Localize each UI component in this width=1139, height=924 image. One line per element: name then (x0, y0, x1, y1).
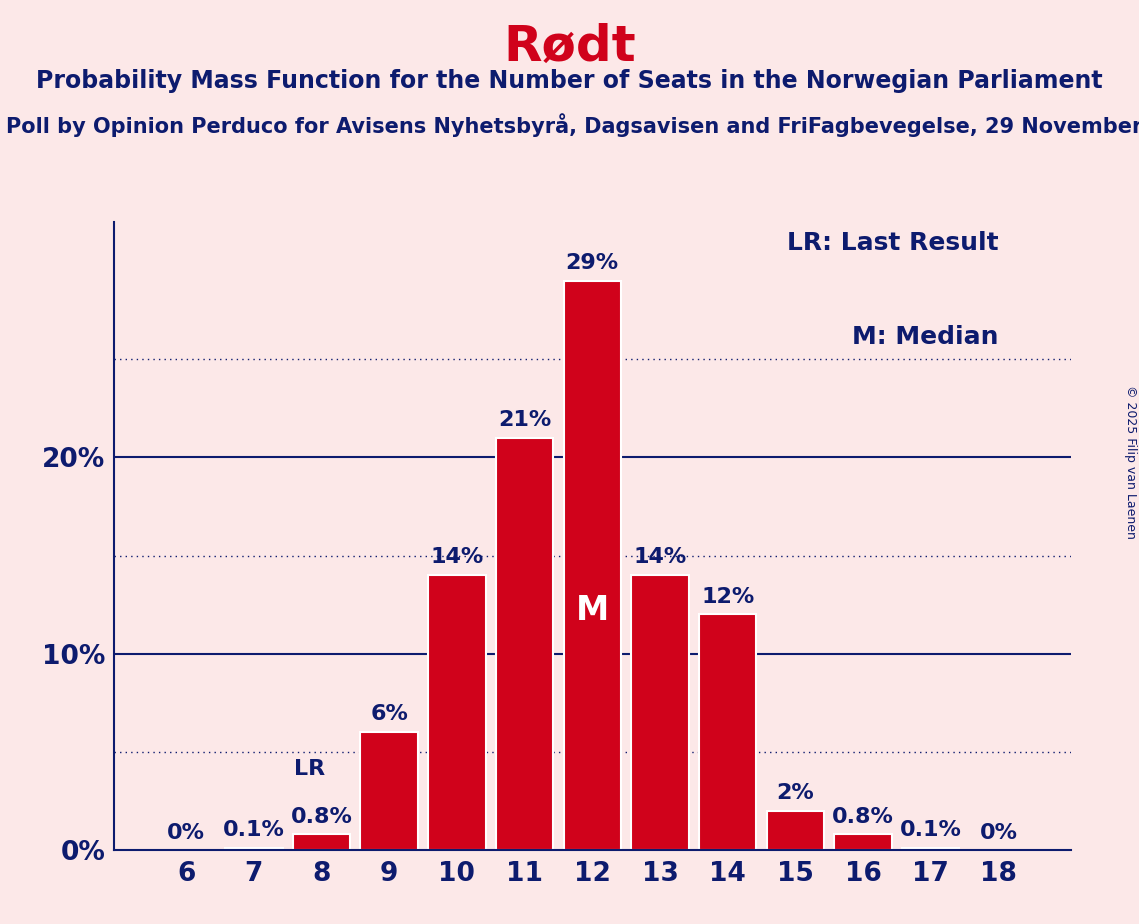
Bar (631, 575, 689, 850)
Text: 0.1%: 0.1% (900, 821, 961, 840)
Text: 0.8%: 0.8% (833, 807, 894, 826)
Text: 14%: 14% (431, 547, 484, 567)
Text: LR: Last Result: LR: Last Result (787, 231, 999, 255)
Bar (226, 848, 282, 850)
Text: 12%: 12% (700, 587, 754, 606)
Text: Probability Mass Function for the Number of Seats in the Norwegian Parliament: Probability Mass Function for the Number… (36, 69, 1103, 93)
Bar (902, 848, 959, 850)
Text: Poll by Opinion Perduco for Avisens Nyhetsbyrå, Dagsavisen and FriFagbevegelse, : Poll by Opinion Perduco for Avisens Nyhe… (6, 113, 1139, 137)
Text: LR: LR (294, 760, 325, 780)
Text: © 2025 Filip van Laenen: © 2025 Filip van Laenen (1124, 385, 1137, 539)
Text: 2%: 2% (777, 783, 814, 803)
Text: M: Median: M: Median (852, 325, 999, 349)
Text: 0.1%: 0.1% (223, 821, 285, 840)
Text: 0.8%: 0.8% (290, 807, 352, 826)
Bar (699, 614, 756, 850)
Bar (428, 575, 485, 850)
Text: 0%: 0% (980, 823, 1017, 844)
Text: 14%: 14% (633, 547, 687, 567)
Bar (834, 834, 892, 850)
Bar (293, 834, 351, 850)
Text: 29%: 29% (566, 253, 618, 273)
Text: 0%: 0% (167, 823, 205, 844)
Bar (564, 281, 621, 850)
Bar (767, 811, 825, 850)
Text: 21%: 21% (498, 410, 551, 430)
Bar (495, 438, 554, 850)
Bar (360, 732, 418, 850)
Text: 6%: 6% (370, 704, 408, 724)
Text: M: M (575, 594, 609, 627)
Text: Rødt: Rødt (503, 23, 636, 71)
